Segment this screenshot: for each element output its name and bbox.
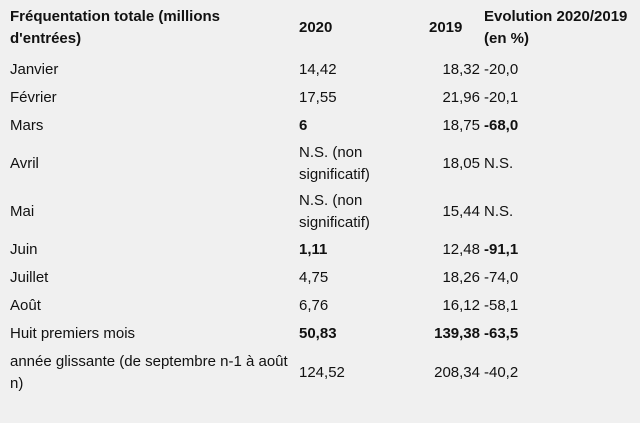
table-row: Février 17,55 21,96 -20,1 — [0, 84, 640, 112]
month-cell: Avril — [10, 155, 39, 172]
value-2020-cell: 6,76 — [299, 297, 329, 314]
evolution-cell: -91,1 — [484, 241, 519, 258]
month-cell: Juillet — [10, 269, 49, 286]
month-cell: année glissante (de septembre n-1 à août… — [10, 353, 288, 392]
month-cell: Juin — [10, 241, 38, 258]
value-2020-cell: 124,52 — [299, 364, 345, 381]
evolution-cell: -58,1 — [484, 297, 519, 314]
header-evolution: Evolution 2020/2019 (en %) — [484, 8, 628, 47]
evolution-cell: -20,0 — [484, 61, 519, 78]
value-2019-cell: 16,12 — [442, 297, 480, 314]
table-row: année glissante (de septembre n-1 à août… — [0, 348, 640, 398]
evolution-cell: -40,2 — [484, 364, 519, 381]
value-2019-cell: 18,05 — [442, 155, 480, 172]
header-2019: 2019 — [429, 19, 463, 36]
month-cell: Février — [10, 89, 57, 106]
value-2019-cell: 18,26 — [442, 269, 480, 286]
value-2019-cell: 139,38 — [434, 325, 480, 342]
value-2020-cell: 17,55 — [299, 89, 337, 106]
attendance-table: Fréquentation totale (millions d'entrées… — [0, 0, 640, 398]
table-header-row: Fréquentation totale (millions d'entrées… — [0, 0, 640, 56]
evolution-cell: N.S. — [484, 203, 514, 220]
value-2020-cell: N.S. (non significatif) — [299, 192, 370, 231]
value-2019-cell: 15,44 — [442, 203, 480, 220]
table-row: Janvier 14,42 18,32 -20,0 — [0, 56, 640, 84]
table-row: Avril N.S. (non significatif) 18,05 N.S. — [0, 140, 640, 188]
month-cell: Août — [10, 297, 41, 314]
table-row: Mai N.S. (non significatif) 15,44 N.S. — [0, 188, 640, 236]
table-row: Juin 1,11 12,48 -91,1 — [0, 236, 640, 264]
evolution-cell: N.S. — [484, 155, 514, 172]
table-row: Août 6,76 16,12 -58,1 — [0, 292, 640, 320]
value-2020-cell: 14,42 — [299, 61, 337, 78]
month-cell: Huit premiers mois — [10, 325, 136, 342]
value-2020-cell: 50,83 — [299, 325, 337, 342]
month-cell: Mai — [10, 203, 35, 220]
value-2019-cell: 21,96 — [442, 89, 480, 106]
value-2019-cell: 18,32 — [442, 61, 480, 78]
table-row: Mars 6 18,75 -68,0 — [0, 112, 640, 140]
evolution-cell: -63,5 — [484, 325, 519, 342]
table-row: Juillet 4,75 18,26 -74,0 — [0, 264, 640, 292]
value-2019-cell: 18,75 — [442, 117, 480, 134]
value-2019-cell: 208,34 — [434, 364, 480, 381]
header-attendance: Fréquentation totale (millions d'entrées… — [10, 8, 221, 47]
month-cell: Janvier — [10, 61, 59, 78]
evolution-cell: -20,1 — [484, 89, 519, 106]
value-2020-cell: 1,11 — [299, 241, 328, 258]
month-cell: Mars — [10, 117, 44, 134]
value-2020-cell: 4,75 — [299, 269, 329, 286]
evolution-cell: -74,0 — [484, 269, 519, 286]
evolution-cell: -68,0 — [484, 117, 519, 134]
value-2019-cell: 12,48 — [442, 241, 480, 258]
value-2020-cell: N.S. (non significatif) — [299, 144, 370, 183]
value-2020-cell: 6 — [299, 117, 308, 134]
header-2020: 2020 — [299, 19, 333, 36]
table-row: Huit premiers mois 50,83 139,38 -63,5 — [0, 320, 640, 348]
